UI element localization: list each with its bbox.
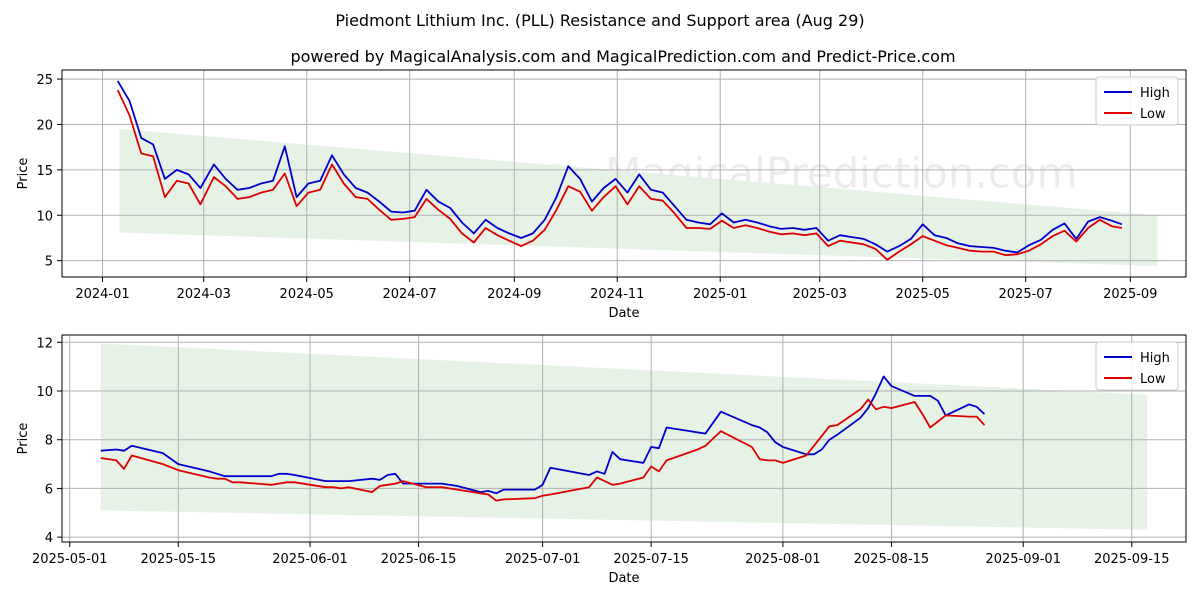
x-tick-label: 2025-06-15 — [381, 552, 457, 567]
y-tick-label: 6 — [45, 482, 53, 497]
bottom-chart-panel: MagicalAnalysis.comMagicalPrediction.com… — [16, 334, 1187, 586]
x-axis-label: Date — [608, 571, 639, 586]
chart-subtitle: powered by MagicalAnalysis.com and Magic… — [290, 47, 955, 66]
x-tick-label: 2025-08-15 — [854, 552, 930, 567]
y-tick-label: 12 — [36, 336, 53, 351]
legend-box — [1095, 76, 1179, 126]
support-resistance-band — [100, 343, 1148, 530]
x-tick-label: 2025-09-15 — [1094, 552, 1170, 567]
support-resistance-band — [119, 129, 1158, 267]
x-tick-label: 2024-07 — [382, 287, 436, 302]
y-tick-label: 8 — [45, 434, 53, 449]
low-series-line — [116, 89, 1123, 261]
y-tick-label: 25 — [36, 73, 53, 88]
high-series-line — [116, 80, 1123, 254]
axes-frame — [61, 69, 1187, 278]
x-tick-label: 2025-01 — [693, 287, 747, 302]
x-tick-label: 2024-05 — [280, 287, 334, 302]
high-series-line — [100, 375, 986, 495]
x-tick-label: 2025-07-15 — [613, 552, 689, 567]
x-tick-label: 2025-05-15 — [140, 552, 216, 567]
x-tick-label: 2024-01 — [75, 287, 129, 302]
low-legend-label: Low — [1140, 372, 1166, 387]
y-axis-label: Price — [16, 423, 31, 455]
y-tick-label: 10 — [36, 385, 53, 400]
x-tick-label: 2025-09 — [1103, 287, 1157, 302]
x-axis-label: Date — [608, 306, 639, 321]
x-tick-label: 2025-05 — [896, 287, 950, 302]
y-tick-label: 5 — [45, 255, 53, 270]
x-tick-label: 2025-07-01 — [505, 552, 581, 567]
y-tick-label: 15 — [36, 164, 53, 179]
y-tick-label: 10 — [36, 209, 53, 224]
top-chart-panel: MagicalAnalysis.comMagicalPrediction.com… — [16, 69, 1187, 321]
y-tick-label: 4 — [45, 531, 53, 546]
x-tick-label: 2025-06-01 — [272, 552, 348, 567]
x-tick-label: 2025-08-01 — [745, 552, 821, 567]
axes-frame — [61, 334, 1187, 543]
x-tick-label: 2024-09 — [487, 287, 541, 302]
x-tick-label: 2024-11 — [590, 287, 644, 302]
x-tick-label: 2025-07 — [999, 287, 1053, 302]
y-axis-label: Price — [16, 158, 31, 190]
high-legend-label: High — [1140, 86, 1170, 101]
low-legend-label: Low — [1140, 107, 1166, 122]
x-tick-label: 2024-03 — [177, 287, 231, 302]
y-tick-label: 20 — [36, 118, 53, 133]
chart-title: Piedmont Lithium Inc. (PLL) Resistance a… — [335, 11, 864, 30]
high-legend-label: High — [1140, 351, 1170, 366]
x-tick-label: 2025-03 — [793, 287, 847, 302]
x-tick-label: 2025-05-01 — [32, 552, 108, 567]
x-tick-label: 2025-09-01 — [985, 552, 1061, 567]
legend-box — [1095, 341, 1179, 391]
low-series-line — [100, 398, 986, 502]
